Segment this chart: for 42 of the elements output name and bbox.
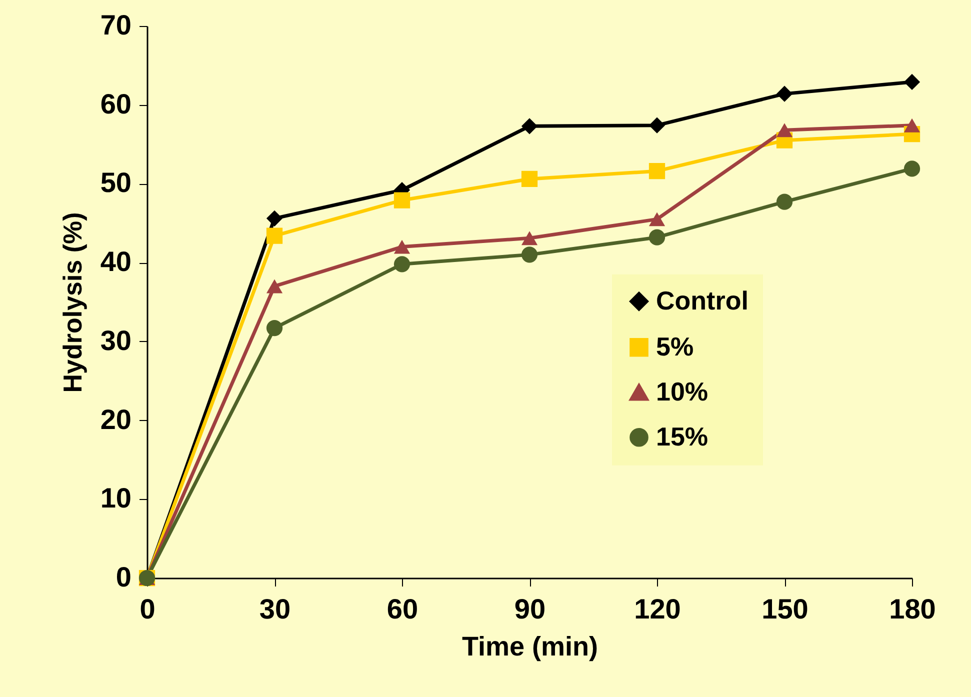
point <box>776 194 793 210</box>
y-tick-label: 40 <box>100 246 132 278</box>
point <box>521 118 538 134</box>
y-tick-label: 30 <box>100 324 132 356</box>
point <box>266 210 283 226</box>
point <box>904 118 920 132</box>
y-tick-label: 60 <box>100 88 132 120</box>
point <box>904 160 920 177</box>
y-tick-label: 10 <box>100 482 132 514</box>
y-tick-label: 20 <box>100 404 132 435</box>
point <box>521 170 538 188</box>
point <box>776 86 793 102</box>
x-tick-label: 60 <box>386 594 418 624</box>
y-tick-label: 50 <box>100 167 132 198</box>
x-tick-label: 30 <box>259 594 291 624</box>
legend-label: 5% <box>656 331 694 362</box>
x-tick-label: 120 <box>634 594 681 624</box>
point <box>266 279 283 294</box>
point <box>648 212 666 226</box>
x-axis-title: Time (min) <box>462 632 598 662</box>
point <box>648 229 666 246</box>
point <box>521 231 538 246</box>
point <box>394 256 410 272</box>
point <box>394 240 410 254</box>
x-tick-label: 180 <box>889 594 936 624</box>
point <box>266 228 283 244</box>
x-tick-label: 150 <box>762 594 808 624</box>
point <box>904 74 920 90</box>
legend-label: 15% <box>656 421 708 452</box>
x-tick-label: 0 <box>140 594 156 624</box>
point <box>648 163 666 180</box>
x-tick-label: 90 <box>514 594 546 624</box>
legend-label: Control <box>656 285 748 316</box>
legend-label: 10% <box>656 376 708 406</box>
point <box>648 117 666 134</box>
y-axis-title: Hydrolysis (%) <box>57 212 88 393</box>
point <box>266 320 283 336</box>
y-tick-label: 0 <box>116 562 132 592</box>
point <box>394 192 410 208</box>
y-tick-label: 70 <box>100 10 132 40</box>
point <box>776 123 793 138</box>
point <box>521 246 538 263</box>
